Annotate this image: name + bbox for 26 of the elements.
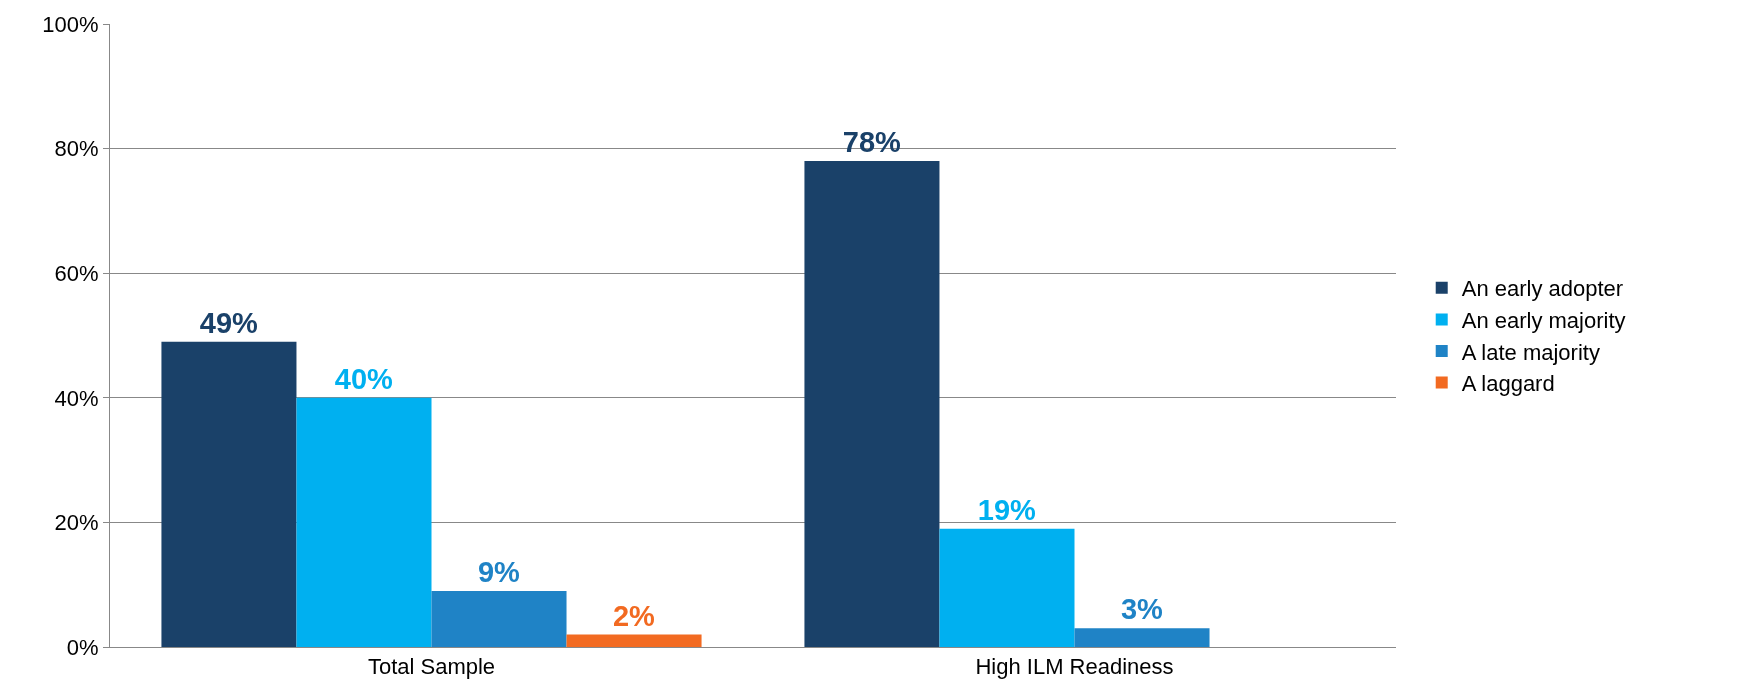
y-tick-label: 20%	[54, 510, 99, 536]
bar	[939, 528, 1075, 647]
bar	[1074, 628, 1210, 647]
x-tick-label: Total Sample	[367, 654, 496, 680]
legend-label: An early adopter	[1461, 276, 1624, 302]
x-tick-label: High ILM Readiness	[975, 654, 1174, 680]
y-tick-label: 0%	[66, 634, 99, 660]
y-tick-label: 40%	[54, 385, 99, 411]
data-label: 40%	[334, 362, 394, 395]
legend-label: A late majority	[1461, 339, 1600, 365]
data-label: 9%	[477, 555, 521, 588]
y-tick-label: 60%	[54, 260, 99, 286]
data-label: 49%	[199, 306, 259, 339]
data-label: 19%	[977, 493, 1037, 526]
y-tick-label: 80%	[54, 136, 99, 162]
bar	[804, 161, 940, 647]
bar	[161, 341, 297, 647]
data-label: 3%	[1120, 593, 1164, 626]
legend-label: A laggard	[1461, 371, 1555, 397]
bar	[431, 590, 567, 647]
y-tick-label: 100%	[42, 11, 99, 37]
bar	[296, 397, 432, 647]
data-label: 2%	[612, 599, 656, 632]
legend-label: An early majority	[1461, 307, 1626, 333]
bar	[566, 634, 702, 647]
data-label: 78%	[842, 126, 902, 159]
